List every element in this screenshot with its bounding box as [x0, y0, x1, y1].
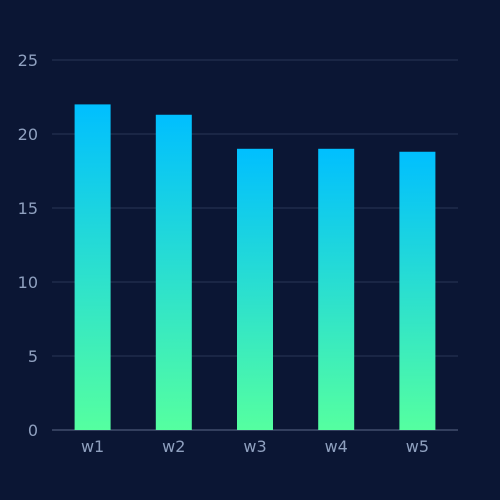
x-axis-ticks: w1 w2 w3 w4 w5 — [81, 437, 429, 456]
bar-w5 — [399, 151, 436, 430]
y-tick-label-25: 25 — [18, 51, 38, 70]
x-tick-label-w2: w2 — [162, 437, 185, 456]
y-tick-label-10: 10 — [18, 273, 38, 292]
bar-w3 — [237, 148, 273, 431]
y-tick-label-20: 20 — [18, 125, 38, 144]
x-tick-label-w3: w3 — [243, 437, 266, 456]
x-tick-label-w4: w4 — [325, 437, 348, 456]
y-axis-ticks: 0 5 10 15 20 25 — [18, 51, 38, 440]
bar-w1 — [74, 104, 111, 431]
y-tick-label-0: 0 — [28, 421, 38, 440]
bars — [74, 104, 436, 431]
y-tick-label-5: 5 — [28, 347, 38, 366]
x-tick-label-w1: w1 — [81, 437, 104, 456]
y-tick-label-15: 15 — [18, 199, 38, 218]
bar-w4 — [318, 148, 355, 431]
bar-w2 — [155, 114, 192, 430]
x-tick-label-w5: w5 — [406, 437, 429, 456]
